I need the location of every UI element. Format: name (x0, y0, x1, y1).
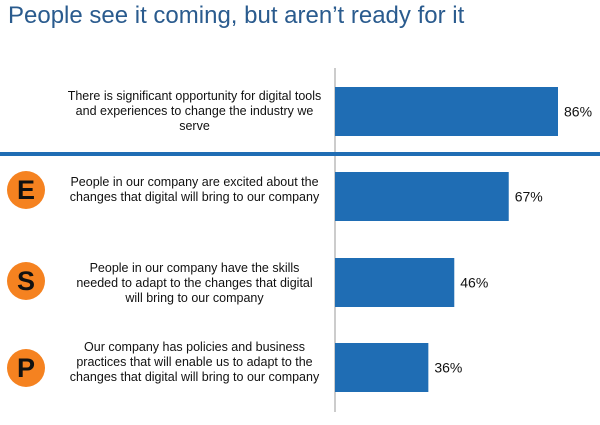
bar-excited (335, 172, 509, 221)
value-label: 67% (515, 189, 543, 205)
category-label-opportunity: There is significant opportunity for dig… (67, 89, 322, 133)
badge-e: E (7, 171, 45, 209)
section-divider (0, 152, 600, 156)
page-title: People see it coming, but aren’t ready f… (8, 2, 465, 29)
value-label: 46% (460, 275, 488, 291)
category-label-skills: People in our company have the skills ne… (76, 261, 313, 305)
badge-p: P (7, 349, 45, 387)
category-label-excited: People in our company are excited about … (69, 175, 320, 204)
badge-s: S (7, 262, 45, 300)
value-label: 86% (564, 104, 592, 120)
value-label: 36% (434, 360, 462, 376)
bar-policies (335, 343, 429, 392)
bar-skills (335, 258, 455, 307)
category-label-policies: Our company has policies and business pr… (69, 340, 320, 384)
bar-opportunity (335, 87, 558, 136)
